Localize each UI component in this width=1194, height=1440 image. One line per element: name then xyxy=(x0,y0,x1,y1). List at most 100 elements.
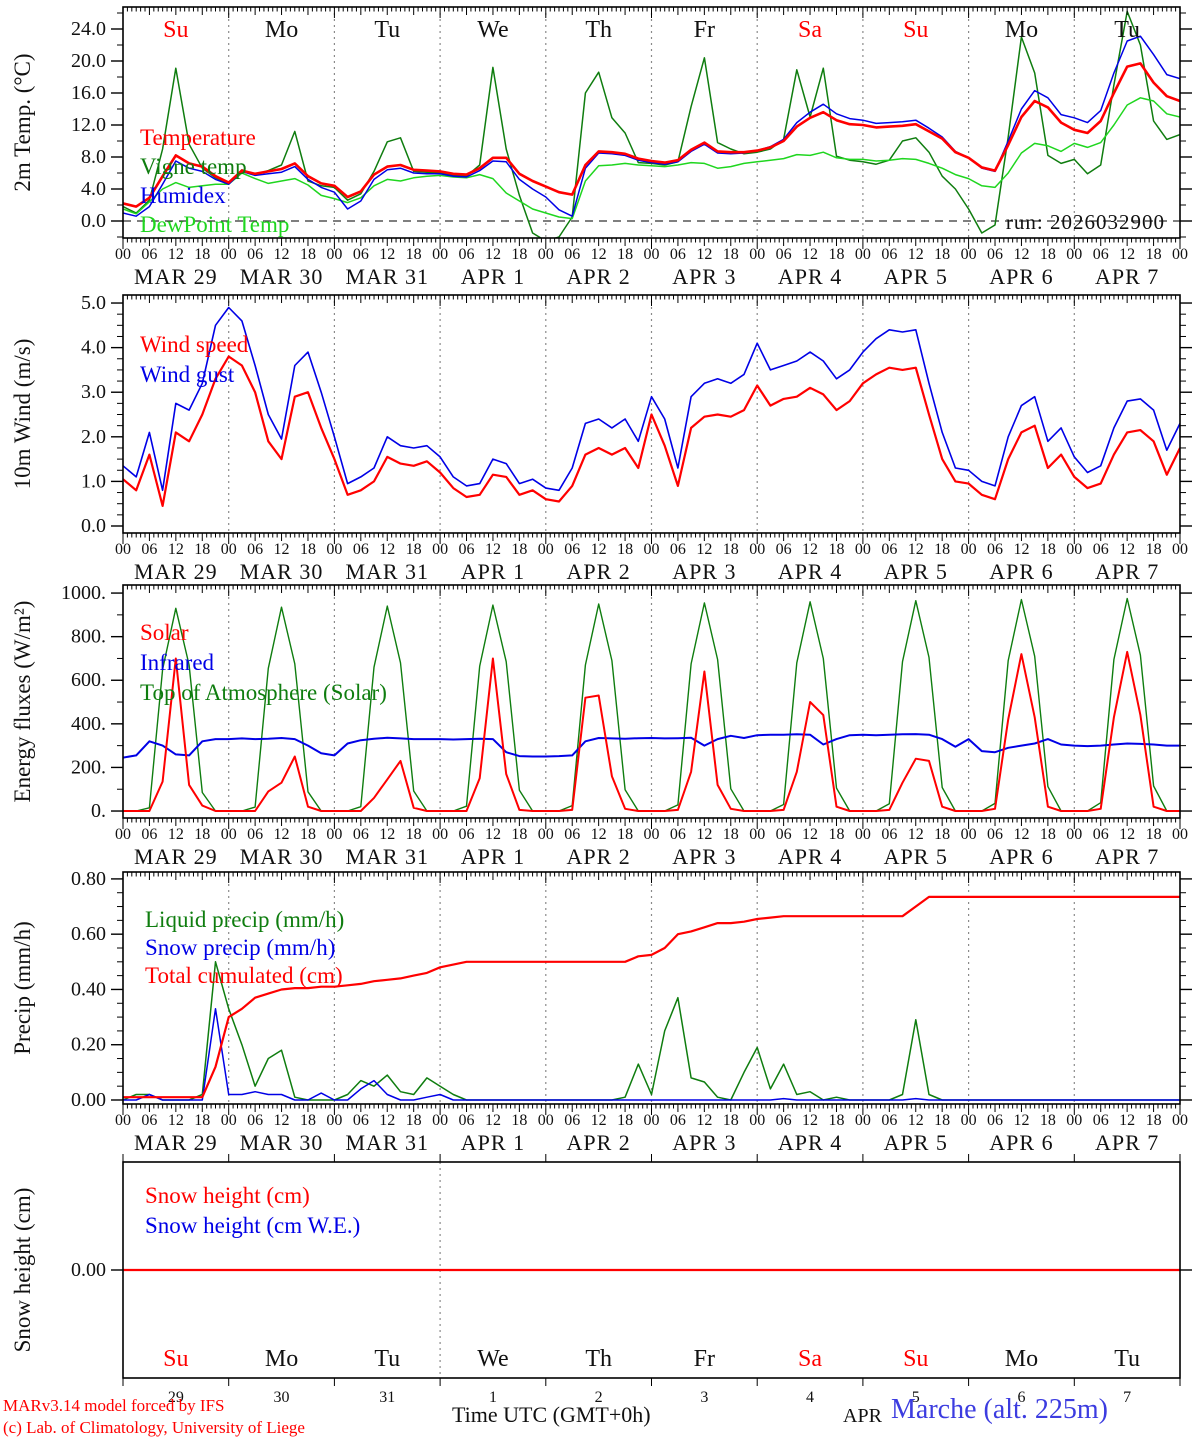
day-name-label: Tu xyxy=(374,17,400,43)
precip-ytick-label: 0.80 xyxy=(71,868,106,890)
hour-label: 12 xyxy=(591,826,607,843)
hour-label: 18 xyxy=(617,541,633,558)
snow-chart: 0.00 Su Mo Tu We Th Fr Sa Su Mo Tu 29 30 31 1 2 3 4 5 6 7 Sno… xyxy=(10,1154,1192,1406)
hour-label: 06 xyxy=(987,1112,1003,1129)
day-name-label: Su xyxy=(163,1346,188,1372)
hour-label: 06 xyxy=(670,246,686,263)
date-label: APR 3 xyxy=(672,844,736,869)
hour-label: 18 xyxy=(1146,1112,1162,1129)
hour-label: 00 xyxy=(115,1112,131,1129)
hour-label: 00 xyxy=(644,246,660,263)
hour-label: 00 xyxy=(221,826,237,843)
temperature-legend: Temperature xyxy=(140,125,256,150)
hour-label: 00 xyxy=(221,541,237,558)
hour-label: 18 xyxy=(617,1112,633,1129)
hour-label: 00 xyxy=(1066,246,1082,263)
hour-label: 06 xyxy=(564,1112,580,1129)
temp-ytick-label: 4.0 xyxy=(81,178,106,200)
date-label: APR 7 xyxy=(1095,1130,1159,1155)
wind-ytick-label: 5.0 xyxy=(81,292,106,314)
hour-label: 00 xyxy=(326,541,342,558)
energy-axis-title: Energy fluxes (W/m²) xyxy=(10,601,35,803)
month-label: APR xyxy=(843,1405,882,1427)
day-number-label: 30 xyxy=(274,1389,290,1406)
hour-label: 18 xyxy=(300,541,316,558)
hour-label: 12 xyxy=(274,1112,290,1129)
wind-ytick-label: 4.0 xyxy=(81,337,106,359)
precip-axis-title: Precip (mm/h) xyxy=(10,921,35,1055)
hour-label: 12 xyxy=(168,541,184,558)
hour-label: 12 xyxy=(485,826,501,843)
hour-label: 00 xyxy=(221,1112,237,1129)
hour-label: 06 xyxy=(881,246,897,263)
hour-label: 18 xyxy=(934,826,950,843)
hour-label: 18 xyxy=(511,246,527,263)
energy-ytick-label: 600. xyxy=(71,669,106,691)
energy-ytick-label: 400. xyxy=(71,713,106,735)
date-label: APR 3 xyxy=(672,1130,736,1155)
temp-axis-title: 2m Temp. (°C) xyxy=(10,53,35,191)
hour-label: 18 xyxy=(934,246,950,263)
day-number-label: 31 xyxy=(379,1389,395,1406)
hour-label: 12 xyxy=(696,1112,712,1129)
date-label: APR 1 xyxy=(461,1130,525,1155)
hour-label: 00 xyxy=(432,1112,448,1129)
hour-label: 00 xyxy=(855,541,871,558)
snow-ytick-label: 0.00 xyxy=(71,1259,106,1281)
date-label: APR 2 xyxy=(567,844,631,869)
hour-label: 00 xyxy=(326,246,342,263)
hour-label: 12 xyxy=(274,541,290,558)
day-name-label: Tu xyxy=(1114,17,1140,43)
temp-ytick-label: 0.0 xyxy=(81,210,106,232)
date-label: MAR 29 xyxy=(134,559,218,584)
hour-label: 00 xyxy=(1172,826,1188,843)
hour-label: 18 xyxy=(828,246,844,263)
hour-label: 18 xyxy=(934,541,950,558)
hour-label: 12 xyxy=(1119,826,1135,843)
day-name-label: Fr xyxy=(694,17,715,43)
hour-label: 18 xyxy=(828,541,844,558)
hour-label: 06 xyxy=(987,246,1003,263)
hour-label: 18 xyxy=(723,541,739,558)
hour-label: 00 xyxy=(644,1112,660,1129)
day-number-label: 3 xyxy=(700,1389,708,1406)
hour-label: 18 xyxy=(300,246,316,263)
hour-label: 12 xyxy=(802,826,818,843)
day-name-label: Tu xyxy=(1114,1346,1140,1372)
day-name-label: Su xyxy=(903,17,928,43)
hour-label: 06 xyxy=(247,826,263,843)
date-label: MAR 31 xyxy=(345,844,429,869)
hour-label: 18 xyxy=(194,1112,210,1129)
hour-label: 18 xyxy=(511,826,527,843)
hour-label: 06 xyxy=(564,541,580,558)
energy-ytick-label: 0. xyxy=(91,800,106,822)
hour-label: 12 xyxy=(379,826,395,843)
wind-ytick-label: 0.0 xyxy=(81,515,106,537)
wind-ytick-label: 3.0 xyxy=(81,381,106,403)
day-number-label: 2 xyxy=(595,1389,603,1406)
energy-chart: 0. 200. 400. 600. 800. 1000. 00 06 12 18 00 06 12 18 0… xyxy=(10,582,1192,869)
date-label: APR 1 xyxy=(461,844,525,869)
hour-label: 06 xyxy=(1093,541,1109,558)
date-label: APR 4 xyxy=(778,264,842,289)
hour-label: 18 xyxy=(300,1112,316,1129)
day-name-label: Mo xyxy=(1005,17,1038,43)
date-label: APR 4 xyxy=(778,559,842,584)
top-of-atmosphere-solar--legend: Top of Atmosphere (Solar) xyxy=(140,680,387,705)
precip-ytick-label: 0.60 xyxy=(71,923,106,945)
hour-label: 00 xyxy=(432,246,448,263)
snow-height-cm-w-e--legend: Snow height (cm W.E.) xyxy=(145,1213,360,1238)
hour-label: 12 xyxy=(696,541,712,558)
hour-label: 06 xyxy=(670,541,686,558)
hour-label: 12 xyxy=(908,1112,924,1129)
day-name-label: Fr xyxy=(694,1346,715,1372)
hour-label: 12 xyxy=(802,541,818,558)
vigne-temp-line xyxy=(123,10,1180,238)
day-name-label: Mo xyxy=(1005,1346,1038,1372)
hour-label: 18 xyxy=(406,826,422,843)
hour-label: 06 xyxy=(247,541,263,558)
hour-label: 18 xyxy=(1040,1112,1056,1129)
date-label: APR 6 xyxy=(989,559,1053,584)
hour-label: 12 xyxy=(168,246,184,263)
hour-label: 00 xyxy=(855,826,871,843)
